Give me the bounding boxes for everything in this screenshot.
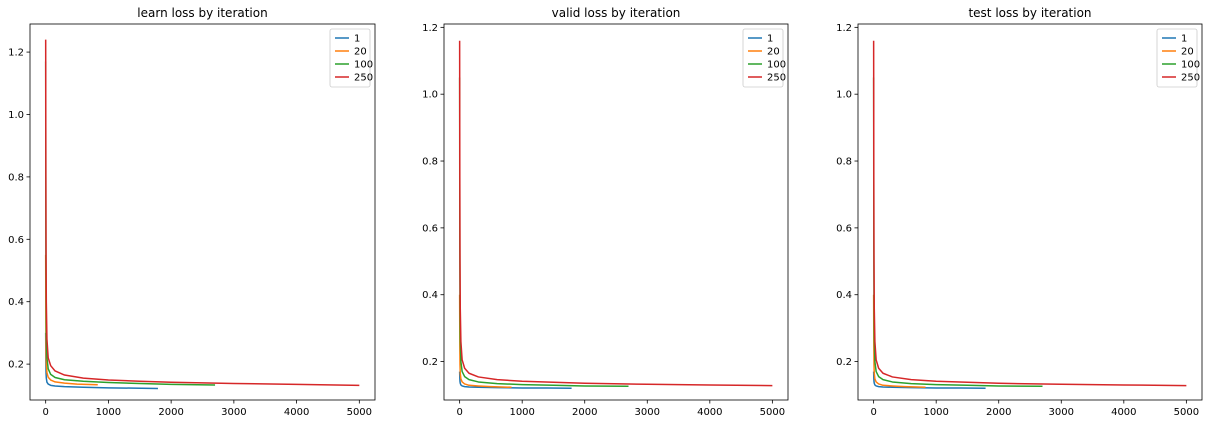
subplot-2: valid loss by iteration 0 1000 2000 3000 4000…	[422, 6, 789, 418]
series-line-1	[44, 332, 158, 390]
y-tick-label: 1.2	[422, 23, 438, 34]
y-tick-label: 0.2	[422, 357, 438, 368]
legend-label: 100	[354, 60, 373, 71]
subplot-3: test loss by iteration 0 1000 2000 3000 4000 5…	[836, 6, 1203, 418]
series-line-1	[458, 371, 572, 390]
x-tick-label: 3000	[221, 407, 246, 418]
y-tick-label: 0.4	[8, 297, 24, 308]
x-tick-label: 1000	[509, 407, 534, 418]
series-line-20	[872, 294, 926, 389]
y-tick-label: 0.2	[8, 360, 24, 371]
series-line-1	[872, 371, 986, 390]
subplot-1: learn loss by iteration 0 1000 2000 3000 4000…	[8, 6, 376, 418]
legend: 1 20 100 250	[742, 28, 786, 88]
x-tick-label: 0	[870, 407, 876, 418]
x-tick-label: 4000	[697, 407, 722, 418]
legend-label: 20	[767, 47, 780, 58]
legend-box	[329, 28, 371, 88]
legend: 1 20 100 250	[1156, 28, 1200, 88]
legend-label: 1	[1181, 34, 1187, 45]
axes-frame	[443, 23, 789, 401]
legend-label: 250	[767, 73, 786, 84]
chart-title: valid loss by iteration	[552, 6, 681, 20]
x-tick-label: 5000	[760, 407, 785, 418]
legend-label: 250	[1181, 73, 1200, 84]
series-line-250	[44, 39, 360, 387]
series-line-100	[44, 61, 216, 386]
y-tick-label: 1.0	[836, 90, 852, 101]
x-tick-label: 1000	[96, 407, 121, 418]
axes-frame	[857, 23, 1203, 401]
series-line-250	[458, 40, 773, 387]
chart-title: test loss by iteration	[968, 6, 1091, 20]
x-tick-label: 0	[456, 407, 462, 418]
x-tick-label: 4000	[284, 407, 309, 418]
y-tick-label: 0.6	[836, 223, 852, 234]
y-tick-label: 1.2	[836, 23, 852, 34]
legend-label: 20	[354, 47, 367, 58]
y-tick-label: 0.4	[836, 290, 852, 301]
y-tick-label: 1.0	[8, 110, 24, 121]
series-line-20	[458, 294, 512, 389]
series-line-100	[872, 77, 1043, 388]
series-line-20	[44, 254, 98, 386]
legend-label: 1	[354, 34, 360, 45]
legend-box	[1156, 28, 1198, 88]
chart-title: learn loss by iteration	[137, 6, 267, 20]
x-tick-label: 3000	[635, 407, 660, 418]
x-tick-label: 1000	[923, 407, 948, 418]
y-tick-label: 1.0	[422, 90, 438, 101]
legend-label: 100	[767, 60, 786, 71]
legend: 1 20 100 250	[329, 28, 373, 88]
series-line-250	[872, 40, 1187, 387]
legend-label: 100	[1181, 60, 1200, 71]
y-tick-label: 0.8	[422, 157, 438, 168]
legend-box	[742, 28, 784, 88]
legend-label: 250	[354, 73, 373, 84]
x-tick-label: 0	[42, 407, 48, 418]
y-tick-label: 0.6	[422, 223, 438, 234]
y-tick-label: 0.6	[8, 235, 24, 246]
x-tick-label: 5000	[347, 407, 372, 418]
axes-frame	[29, 23, 376, 401]
y-tick-label: 0.8	[836, 157, 852, 168]
y-tick-label: 0.2	[836, 357, 852, 368]
series-line-100	[458, 77, 629, 388]
x-tick-label: 2000	[986, 407, 1011, 418]
x-tick-label: 5000	[1174, 407, 1199, 418]
y-tick-label: 0.8	[8, 172, 24, 183]
x-tick-label: 4000	[1111, 407, 1136, 418]
legend-label: 20	[1181, 47, 1194, 58]
y-tick-label: 0.4	[422, 290, 438, 301]
legend-label: 1	[767, 34, 773, 45]
x-tick-label: 2000	[158, 407, 183, 418]
x-tick-label: 2000	[572, 407, 597, 418]
y-tick-label: 1.2	[8, 48, 24, 59]
x-tick-label: 3000	[1049, 407, 1074, 418]
